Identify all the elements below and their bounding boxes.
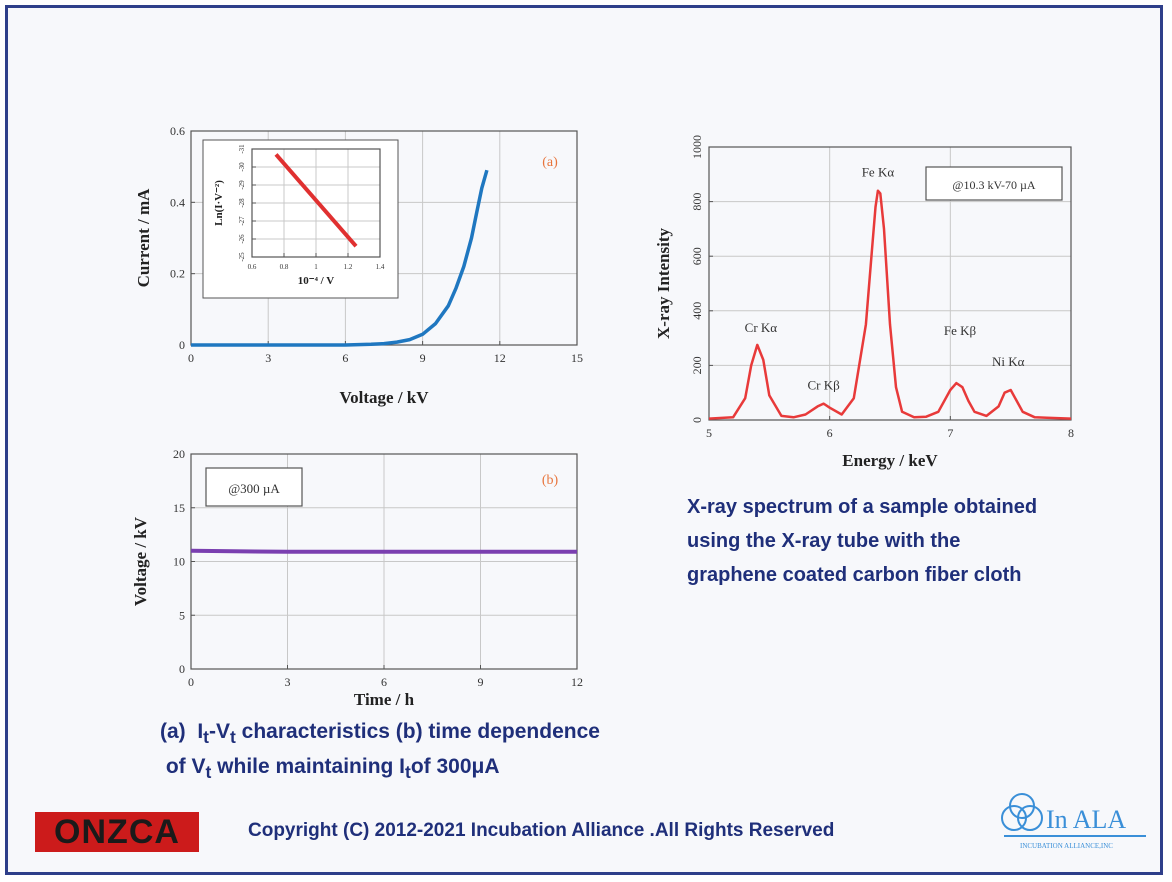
series-line — [190, 548, 577, 554]
x-tick-label: 1.2 — [344, 263, 353, 271]
y-tick-label: 10 — [173, 555, 185, 569]
caption-right-line-2: using the X-ray tube with the — [687, 530, 961, 552]
annotation-box-c — [925, 166, 1063, 201]
x-tick-label: 0.8 — [280, 263, 289, 271]
y-axis-title: Ln(I·V⁻²) — [213, 180, 225, 226]
x-axis-title: Voltage / kV — [339, 388, 429, 407]
caption-right-line-1: X-ray spectrum of a sample obtained — [687, 496, 1038, 518]
y-tick-label: 5 — [179, 608, 185, 622]
series-line — [191, 169, 489, 347]
x-tick-label: 3 — [285, 675, 291, 689]
y-tick-label: -27 — [238, 216, 246, 226]
annotation-box-b — [205, 467, 303, 507]
inala-logo-text: In ALA — [1046, 805, 1126, 834]
inala-logo-mark: In ALA INCUBATION ALLIANCE,INC — [1001, 793, 1146, 850]
y-tick-label: -25 — [238, 252, 246, 262]
panel-label-a: (a) — [542, 155, 558, 170]
peak-label: Cr Kα — [745, 320, 778, 335]
x-axis-title: 10⁻⁴ / V — [298, 275, 334, 287]
x-axis-title: Energy / keV — [842, 451, 938, 470]
y-tick-label: -31 — [238, 144, 246, 154]
x-tick-label: 6 — [342, 351, 348, 365]
y-tick-label: 0.2 — [170, 267, 185, 281]
y-tick-label: -26 — [238, 234, 246, 244]
y-tick-label: 200 — [690, 356, 704, 374]
y-tick-label: 800 — [690, 193, 704, 211]
x-tick-label: 3 — [265, 351, 271, 365]
x-tick-label: 1.4 — [376, 263, 385, 271]
x-tick-label: 0.6 — [248, 263, 257, 271]
copyright-text: Copyright (C) 2012-2021 Incubation Allia… — [248, 820, 835, 841]
onzca-logo-text: ONZCA — [54, 812, 180, 851]
peak-label: Fe Kβ — [944, 323, 977, 338]
x-tick-label: 8 — [1068, 426, 1074, 440]
y-tick-label: 0.4 — [170, 195, 185, 209]
caption-left-line-2: of Vt while maintaining Itof 300μA — [160, 755, 500, 783]
inala-logo: In ALA INCUBATION ALLIANCE,INC — [1000, 784, 1150, 854]
x-tick-label: 1 — [314, 263, 318, 271]
peak-label: Ni Kα — [992, 354, 1025, 369]
x-tick-label: 0 — [188, 351, 194, 365]
peak-label: Fe Kα — [862, 164, 895, 179]
x-tick-label: 12 — [571, 675, 583, 689]
x-tick-label: 7 — [947, 426, 953, 440]
onzca-logo: ONZCA — [35, 812, 199, 852]
y-tick-label: 0 — [690, 417, 704, 423]
y-tick-label: 15 — [173, 501, 185, 515]
slide-frame — [5, 5, 1163, 875]
y-tick-label: 1000 — [690, 135, 704, 159]
y-tick-label: 0 — [179, 662, 185, 676]
annotation-b: @300 µA — [228, 481, 280, 496]
x-tick-label: 5 — [706, 426, 712, 440]
x-tick-label: 6 — [381, 675, 387, 689]
y-tick-label: -29 — [238, 180, 246, 190]
x-tick-label: 6 — [827, 426, 833, 440]
x-tick-label: 9 — [478, 675, 484, 689]
series-line — [274, 153, 358, 248]
peak-label: Cr Kβ — [808, 377, 841, 392]
y-tick-label: -30 — [238, 162, 246, 172]
annotation-c: @10.3 kV-70 µA — [952, 178, 1036, 192]
plot-frame — [708, 146, 1072, 421]
y-tick-label: 0.6 — [170, 124, 185, 138]
caption-left: (a) It-Vt characteristics (b) time depen… — [160, 717, 600, 787]
y-tick-label: -28 — [238, 198, 246, 208]
y-axis-title: Current / mA — [134, 188, 153, 288]
panel-label-b: (b) — [542, 473, 559, 488]
x-tick-label: 12 — [494, 351, 506, 365]
caption-right-line-3: graphene coated carbon fiber cloth — [687, 564, 1022, 586]
inala-logo-subtext: INCUBATION ALLIANCE,INC — [1020, 842, 1113, 850]
caption-left-line-1: (a) It-Vt characteristics (b) time depen… — [160, 720, 600, 748]
x-axis-title: Time / h — [354, 690, 415, 709]
series-line — [708, 189, 1072, 420]
caption-right: X-ray spectrum of a sample obtained usin… — [687, 490, 1037, 592]
y-axis-title: X-ray Intensity — [654, 228, 673, 339]
y-tick-label: 0 — [179, 338, 185, 352]
x-tick-label: 15 — [571, 351, 583, 365]
inset-frame — [202, 139, 399, 299]
x-tick-label: 9 — [420, 351, 426, 365]
y-tick-label: 600 — [690, 247, 704, 265]
y-tick-label: 400 — [690, 302, 704, 320]
y-axis-title: Voltage / kV — [131, 516, 150, 606]
x-tick-label: 0 — [188, 675, 194, 689]
y-tick-label: 20 — [173, 447, 185, 461]
